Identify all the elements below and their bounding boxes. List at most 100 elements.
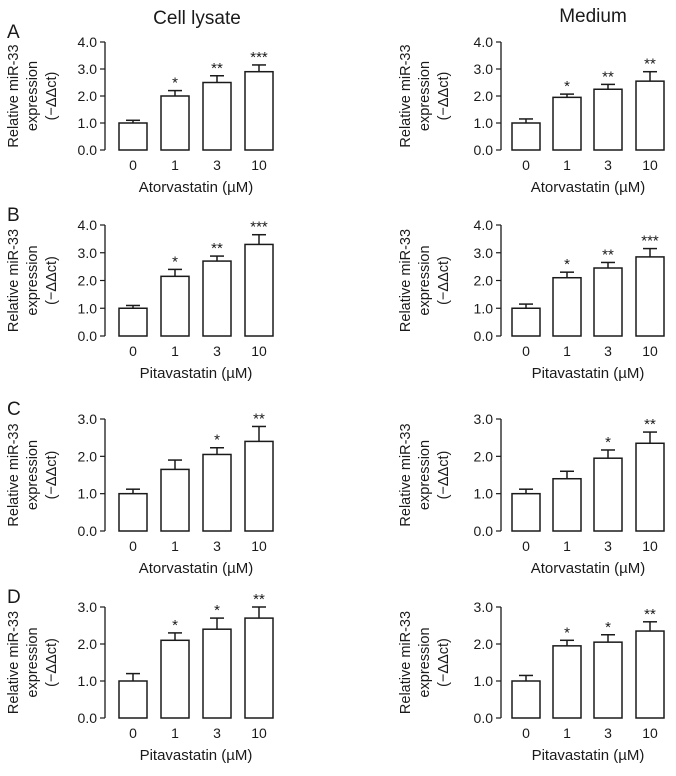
chart-b-lysate-panel-letter: B [7, 205, 20, 226]
chart-a-medium-y-tick-label: 3.0 [474, 61, 494, 77]
chart-b-lysate-y-tick-label: 2.0 [78, 273, 98, 289]
chart-c-medium-bar [593, 457, 623, 532]
chart-c-lysate-y-axis-label: Relative miR-33 [6, 423, 22, 526]
column-title-medium: Medium [559, 6, 627, 27]
chart-a-lysate-x-tick-label: 0 [129, 157, 137, 173]
chart-d-lysate-bar [202, 628, 232, 719]
chart-c-medium-x-tick-label: 1 [563, 538, 571, 554]
chart-b-lysate-y-tick-label: 4.0 [78, 217, 98, 233]
chart-a-lysate-bar [118, 122, 148, 151]
chart-c-medium-x-tick-label: 0 [522, 538, 530, 554]
chart-b-medium-x-tick-label: 3 [604, 343, 612, 359]
chart-b-lysate-bar [202, 260, 232, 337]
chart-b-medium-y-tick-label: 0.0 [474, 328, 494, 344]
chart-a-medium-x-tick-label: 1 [563, 157, 571, 173]
chart-b-lysate-x-tick-label: 0 [129, 343, 137, 359]
chart-a-lysate-y-tick-label: 4.0 [78, 34, 98, 50]
chart-d-medium-bar [552, 645, 582, 719]
chart-a-lysate-bar [160, 95, 190, 151]
chart-d-medium-x-tick-label: 3 [604, 725, 612, 741]
chart-a-lysate-bar [244, 70, 274, 151]
chart-b-medium-bar [552, 276, 582, 337]
chart-c-lysate-bar [118, 492, 148, 532]
chart-d-lysate-significance-label: ** [253, 591, 265, 608]
chart-c-lysate-y-axis-label: (−ΔΔct) [44, 451, 60, 500]
chart-d-lysate-y-axis-label: (−ΔΔct) [44, 638, 60, 687]
chart-c-medium-x-tick-label: 3 [604, 538, 612, 554]
chart-d-medium-y-axis-label: Relative miR-33 [398, 611, 414, 714]
chart-a-lysate-x-tick-label: 3 [213, 157, 221, 173]
chart-d-lysate-y-axis-label: Relative miR-33 [6, 611, 22, 714]
chart-d-medium-bar [511, 680, 541, 719]
chart-b-lysate-y-axis-label: expression [25, 245, 41, 315]
chart-a-medium-significance-label: ** [602, 68, 614, 85]
chart-a-lysate-bar [202, 81, 232, 151]
chart-a-medium-y-tick-label: 2.0 [474, 88, 494, 104]
chart-b-lysate-x-tick-label: 3 [213, 343, 221, 359]
chart-a-medium-y-axis-label: (−ΔΔct) [436, 72, 452, 121]
chart-b-medium-y-axis-label: expression [417, 245, 433, 315]
chart-b-lysate-significance-label: ** [211, 240, 223, 257]
chart-c-lysate-x-tick-label: 3 [213, 538, 221, 554]
chart-b-lysate-x-axis-label: Pitavastatin (µM) [140, 365, 253, 382]
chart-a-medium-x-tick-label: 10 [642, 157, 658, 173]
chart-b-medium-y-tick-label: 2.0 [474, 273, 494, 289]
chart-d-medium-y-axis-label: (−ΔΔct) [436, 638, 452, 687]
chart-b-medium-x-axis-label: Pitavastatin (µM) [532, 365, 645, 382]
column-title-cell-lysate: Cell lysate [153, 8, 241, 29]
chart-d-lysate-x-axis-label: Pitavastatin (µM) [140, 747, 253, 764]
chart-b-medium-bar [593, 267, 623, 337]
chart-c-lysate-y-tick-label: 1.0 [78, 486, 98, 502]
chart-c-medium-bar [635, 442, 665, 532]
chart-b-lysate-y-axis-label: (−ΔΔct) [44, 256, 60, 305]
chart-c-lysate-y-tick-label: 2.0 [78, 448, 98, 464]
chart-d-medium-y-tick-label: 0.0 [474, 710, 494, 726]
chart-b-medium-x-tick-label: 1 [563, 343, 571, 359]
chart-c-medium-bar [511, 492, 541, 532]
chart-d-medium-y-tick-label: 3.0 [474, 599, 494, 615]
chart-a-lysate-x-tick-label: 1 [171, 157, 179, 173]
chart-a-lysate-y-axis-label: (−ΔΔct) [44, 72, 60, 121]
chart-d-lysate-bar [160, 639, 190, 719]
chart-c-medium-x-tick-label: 10 [642, 538, 658, 554]
chart-b-medium-x-tick-label: 0 [522, 343, 530, 359]
chart-d-medium-x-tick-label: 1 [563, 725, 571, 741]
chart-d-lysate-y-axis-label: expression [25, 627, 41, 697]
chart-b-lysate-bar [244, 243, 274, 337]
chart-a-medium-bar [511, 122, 541, 151]
chart-a-medium-significance-label: * [564, 78, 570, 95]
chart-a-medium-bar [635, 80, 665, 151]
chart-d-medium-y-tick-label: 1.0 [474, 673, 494, 689]
chart-d-lysate-y-tick-label: 0.0 [78, 710, 98, 726]
chart-b-lysate-y-tick-label: 3.0 [78, 245, 98, 261]
chart-d-medium-significance-label: * [564, 624, 570, 641]
chart-a-lysate-y-tick-label: 3.0 [78, 61, 98, 77]
chart-c-lysate-panel-letter: C [7, 399, 21, 420]
chart-c-medium-y-tick-label: 0.0 [474, 523, 494, 539]
chart-a-lysate-x-axis-label: Atorvastatin (µM) [139, 179, 254, 196]
chart-d-lysate-x-tick-label: 10 [251, 725, 267, 741]
chart-b-medium-bar [511, 307, 541, 337]
chart-c-medium-x-axis-label: Atorvastatin (µM) [531, 560, 646, 577]
chart-a-lysate-y-tick-label: 1.0 [78, 115, 98, 131]
chart-a-lysate-y-axis-label: expression [25, 61, 41, 131]
chart-c-medium-significance-label: ** [644, 416, 656, 433]
chart-b-medium-significance-label: * [564, 256, 570, 273]
chart-a-lysate-y-tick-label: 0.0 [78, 142, 98, 158]
chart-d-lysate-x-tick-label: 3 [213, 725, 221, 741]
chart-d-lysate-x-tick-label: 1 [171, 725, 179, 741]
chart-d-medium-y-tick-label: 2.0 [474, 636, 494, 652]
chart-d-lysate-panel-letter: D [7, 587, 21, 608]
chart-d-medium-y-axis-label: expression [417, 627, 433, 697]
chart-a-medium-y-tick-label: 0.0 [474, 142, 494, 158]
chart-c-lysate-significance-label: * [214, 432, 220, 449]
chart-a-lysate-significance-label: ** [211, 60, 223, 77]
chart-b-medium-x-tick-label: 10 [642, 343, 658, 359]
chart-d-lysate-significance-label: * [214, 602, 220, 619]
chart-a-medium-y-tick-label: 4.0 [474, 34, 494, 50]
chart-b-lysate-x-tick-label: 1 [171, 343, 179, 359]
chart-b-lysate-bar [160, 275, 190, 337]
chart-d-medium-x-axis-label: Pitavastatin (µM) [532, 747, 645, 764]
chart-b-medium-bar [635, 256, 665, 337]
chart-c-lysate-x-tick-label: 10 [251, 538, 267, 554]
